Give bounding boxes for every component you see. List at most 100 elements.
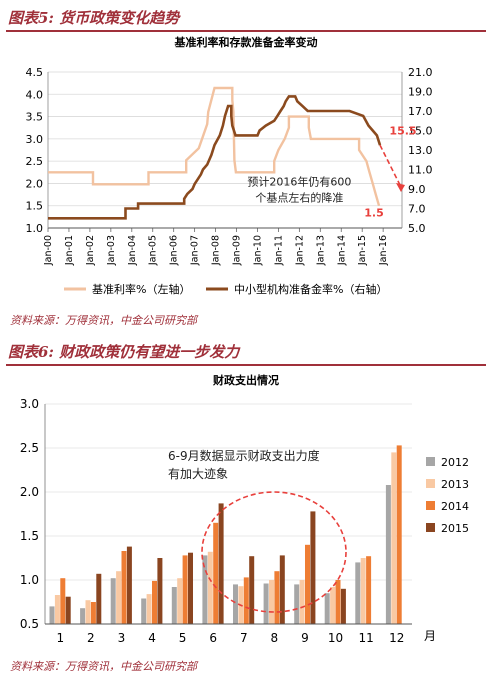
fiscal-note-line: 6-9月数据显示财政支出力度 — [168, 448, 320, 463]
x-tick-label: Jan-10 — [252, 235, 263, 266]
x-tick-label: Jan-12 — [294, 235, 305, 266]
y-left-tick-label: 1.0 — [26, 222, 44, 235]
forecast-note-line: 预计2016年仍有600 — [247, 175, 351, 189]
bar-2014-month-5 — [182, 555, 188, 624]
forecast-note-line: 个基点左右的降准 — [255, 191, 343, 205]
bar-2012-month-12 — [385, 485, 391, 624]
bar-2013-month-4 — [146, 594, 152, 624]
bar-2014-month-11 — [366, 556, 372, 624]
annotation-1-5: 1.5 — [364, 206, 384, 219]
y-left-tick-label: 3.0 — [26, 133, 44, 146]
bar-2015-month-2 — [96, 573, 102, 624]
bar-2013-month-9 — [299, 580, 305, 624]
legend-benchmark-label: 基准利率%（左轴） — [92, 282, 190, 296]
x-tick-label: Jan-11 — [273, 235, 284, 266]
y-left-tick-label: 4.5 — [26, 66, 44, 79]
x-tick-label: 10 — [328, 631, 343, 645]
x-tick-label: 5 — [179, 631, 187, 645]
bar-2013-month-8 — [269, 580, 274, 624]
y-left-tick-label: 4.0 — [26, 88, 44, 101]
bar-2013-month-10 — [330, 587, 336, 624]
legend-label-2014: 2014 — [441, 500, 469, 513]
x-tick-label: Jan-01 — [64, 235, 75, 266]
chart1-title: 基准利率和存款准备金率变动 — [174, 35, 318, 49]
bar-2014-month-3 — [121, 551, 127, 624]
bar-2012-month-4 — [141, 598, 147, 624]
x-tick-label: Jan-02 — [85, 235, 96, 266]
bar-2012-month-8 — [263, 583, 269, 624]
x-tick-label: 3 — [118, 631, 126, 645]
x-tick-label: 2 — [87, 631, 95, 645]
bar-2015-month-7 — [249, 556, 255, 624]
y-right-tick-label: 9.0 — [408, 183, 426, 196]
bar-2015-month-10 — [340, 588, 346, 624]
x-tick-label: 8 — [271, 631, 279, 645]
x-tick-label: Jan-05 — [148, 235, 159, 266]
bar-2012-month-2 — [80, 608, 86, 624]
y-left-tick-label: 3.5 — [26, 111, 44, 124]
bar-2013-month-5 — [177, 578, 183, 624]
figure5-header: 图表5: 货币政策变化趋势 — [6, 6, 486, 32]
chart2-title: 财政支出情况 — [212, 373, 279, 387]
legend-swatch-2015 — [426, 523, 435, 532]
legend-label-2013: 2013 — [441, 478, 469, 491]
x-tick-label: Jan-06 — [169, 235, 180, 266]
x-tick-label: 6 — [209, 631, 217, 645]
bar-2012-month-5 — [171, 587, 177, 624]
y-right-tick-label: 11.0 — [408, 164, 433, 177]
bar-2013-month-11 — [360, 558, 366, 624]
y-tick-label: 2.0 — [20, 485, 39, 499]
x-tick-label: Jan-13 — [315, 235, 326, 266]
x-tick-label: Jan-08 — [211, 235, 222, 266]
legend-label-2015: 2015 — [441, 522, 469, 535]
bar-2014-month-7 — [243, 577, 249, 624]
x-unit-label: 月 — [424, 629, 436, 643]
forecast-dashed-line — [379, 144, 403, 190]
bar-2015-month-3 — [126, 546, 132, 624]
bar-2014-month-10 — [335, 580, 341, 624]
y-left-tick-label: 2.5 — [26, 155, 44, 168]
y-right-tick-label: 15.0 — [408, 125, 433, 138]
x-tick-label: Jan-03 — [106, 235, 117, 266]
figure6-header: 图表6: 财政政策仍有望进一步发力 — [6, 340, 486, 366]
x-tick-label: 9 — [301, 631, 309, 645]
figure5-source: 资料来源：万得资讯，中金公司研究部 — [10, 314, 197, 327]
y-right-tick-label: 7.0 — [408, 203, 426, 216]
bar-2015-month-1 — [65, 596, 71, 624]
y-tick-label: 1.5 — [20, 529, 39, 543]
figure6-title: 图表6: 财政政策仍有望进一步发力 — [8, 343, 240, 361]
figure5-title: 图表5: 货币政策变化趋势 — [8, 9, 180, 27]
bar-2013-month-6 — [207, 551, 213, 624]
benchmark-rate-line — [48, 86, 381, 207]
y-tick-label: 2.5 — [20, 441, 39, 455]
y-left-tick-label: 1.5 — [26, 200, 44, 213]
x-tick-label: Jan-07 — [190, 235, 201, 266]
annotation-15-5: 15.5 — [389, 125, 416, 138]
bar-2015-month-6 — [218, 503, 224, 624]
y-left-tick-label: 2.0 — [26, 177, 44, 190]
bar-2014-month-1 — [60, 578, 66, 624]
bar-2012-month-1 — [49, 606, 55, 624]
x-tick-label: 11 — [358, 631, 373, 645]
highlight-ellipse — [201, 491, 347, 613]
x-tick-label: 4 — [148, 631, 156, 645]
bar-2015-month-9 — [310, 511, 316, 624]
bar-2014-month-8 — [274, 571, 280, 624]
y-tick-label: 3.0 — [20, 397, 39, 411]
bar-2014-month-9 — [305, 544, 310, 624]
bar-2014-month-12 — [396, 445, 402, 624]
y-right-tick-label: 13.0 — [408, 144, 433, 157]
y-tick-label: 1.0 — [20, 573, 39, 587]
figure6-source: 资料来源：万得资讯，中金公司研究部 — [10, 660, 197, 673]
bar-2012-month-11 — [355, 562, 361, 624]
y-right-tick-label: 17.0 — [408, 105, 433, 118]
legend-swatch-2012 — [426, 457, 435, 466]
bar-2014-month-4 — [152, 580, 157, 624]
x-tick-label: 1 — [56, 631, 64, 645]
bar-2012-month-7 — [233, 584, 238, 624]
y-right-tick-label: 19.0 — [408, 86, 433, 99]
bar-2012-month-3 — [110, 578, 116, 624]
bar-2014-month-2 — [90, 602, 96, 624]
x-tick-label: Jan-14 — [336, 235, 347, 266]
